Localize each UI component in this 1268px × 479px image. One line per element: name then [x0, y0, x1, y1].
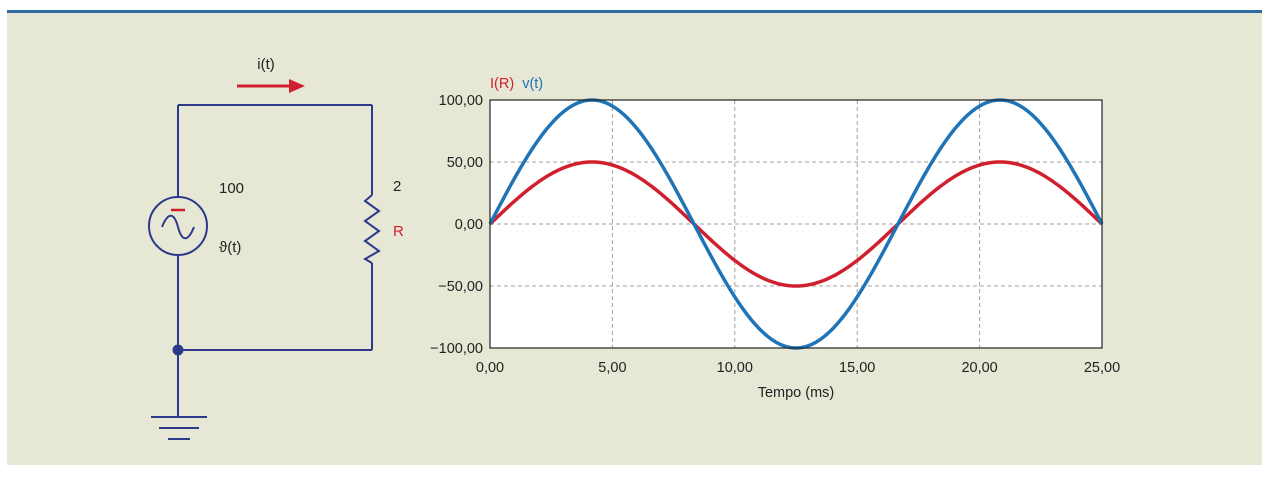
source-symbol-label: ϑ(t) — [219, 239, 241, 256]
current-label: i(t) — [257, 56, 275, 73]
y-tick-label: −100,00 — [430, 341, 483, 357]
junction-dot — [172, 344, 184, 356]
figure-panel: i(t) 100 ϑ(t) 2 R 0,00 5,00 10,00 15,00 20,0… — [7, 10, 1262, 465]
y-tick-label: 100,00 — [439, 93, 483, 109]
sine-wave-icon — [161, 214, 195, 240]
ac-source-icon — [148, 196, 208, 256]
y-tick-label: −50,00 — [438, 279, 483, 295]
figure-canvas: i(t) 100 ϑ(t) 2 R 0,00 5,00 10,00 15,00 20,0… — [148, 56, 1120, 440]
legend-entry-current: I(R) — [490, 76, 514, 92]
resistor-symbol — [362, 194, 381, 264]
source-value-label: 100 — [219, 180, 244, 197]
x-tick-label: 10,00 — [717, 360, 753, 376]
x-tick-labels: 0,00 5,00 10,00 15,00 20,00 25,00 — [476, 360, 1120, 376]
x-axis-label: Tempo (ms) — [758, 385, 835, 401]
resistor-value-label: 2 — [393, 178, 401, 195]
chart: 0,00 5,00 10,00 15,00 20,00 25,00 100,00 50,00… — [430, 76, 1120, 401]
y-tick-labels: 100,00 50,00 0,00 −50,00 −100,00 — [430, 93, 483, 357]
legend-entry-voltage: v(t) — [522, 76, 543, 92]
series-line-current — [488, 160, 1104, 288]
x-tick-label: 5,00 — [598, 360, 626, 376]
legend: I(R) v(t) — [490, 76, 543, 92]
y-tick-label: 0,00 — [455, 217, 483, 233]
x-tick-label: 15,00 — [839, 360, 875, 376]
plot-frame — [489, 99, 1103, 349]
resistor-name-label: R — [393, 223, 404, 240]
y-tick-label: 50,00 — [447, 155, 483, 171]
circuit-diagram — [148, 104, 381, 440]
current-arrow-icon — [237, 79, 305, 93]
x-tick-label: 0,00 — [476, 360, 504, 376]
x-tick-label: 20,00 — [961, 360, 997, 376]
x-tick-label: 25,00 — [1084, 360, 1120, 376]
